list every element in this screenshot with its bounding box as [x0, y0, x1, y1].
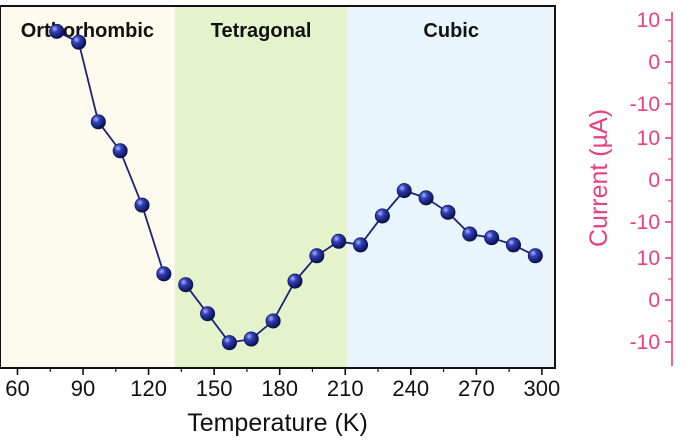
x-axis-title: Temperature (K)	[187, 409, 368, 437]
x-tick-label: 180	[261, 376, 298, 401]
phase-label-orthorhombic: Orthorhombic	[21, 20, 154, 42]
data-point	[396, 183, 412, 199]
data-point	[221, 335, 237, 351]
data-point	[265, 313, 281, 329]
data-point	[374, 208, 390, 224]
x-tick-label: 270	[458, 376, 495, 401]
data-point	[505, 237, 521, 253]
data-point	[112, 143, 128, 159]
x-tick-label: 210	[327, 376, 364, 401]
x-tick-label: 240	[392, 376, 429, 401]
x-tick-label: 300	[524, 376, 561, 401]
phase-band-orthorhombic	[0, 6, 175, 368]
data-point	[243, 331, 259, 347]
x-tick-label: 90	[71, 376, 95, 401]
x-tick-label: 150	[196, 376, 233, 401]
data-point	[71, 34, 87, 50]
phase-bands	[0, 6, 555, 368]
current-tick-label: 10	[637, 247, 660, 270]
plot-frame	[0, 5, 556, 369]
data-point	[49, 23, 65, 39]
series-layer	[49, 23, 543, 351]
data-point	[484, 230, 500, 246]
current-tick-label: 0	[648, 169, 660, 192]
phase-label-tetragonal: Tetragonal	[211, 20, 312, 42]
data-point	[200, 306, 216, 322]
right-current-axis: 10 0 -10 10 0 -10 10 0 -10	[630, 9, 673, 366]
data-point	[90, 114, 106, 130]
data-point	[178, 277, 194, 293]
current-tick-label: -10	[630, 93, 660, 116]
current-tick-label: 0	[648, 51, 660, 74]
data-point	[440, 204, 456, 220]
data-point	[527, 248, 543, 264]
current-tick-label: 10	[637, 127, 660, 150]
phase-band-cubic	[347, 6, 555, 368]
current-tick-label: -10	[630, 211, 660, 234]
current-tick-label: 0	[648, 289, 660, 312]
x-tick-label: 120	[130, 376, 167, 401]
data-point	[287, 273, 303, 289]
data-point	[134, 197, 150, 213]
current-tick-label: -10	[630, 331, 660, 354]
data-point	[418, 190, 434, 206]
data-point	[353, 237, 369, 253]
current-tick-label: 10	[637, 9, 660, 32]
data-point	[462, 226, 478, 242]
data-point	[309, 248, 325, 264]
x-tick-label: 60	[5, 376, 29, 401]
data-point	[156, 266, 172, 282]
data-point	[331, 233, 347, 249]
phase-label-cubic: Cubic	[423, 20, 479, 42]
current-axis-title: Current (µA)	[585, 109, 613, 247]
x-axis: 60 90 120 150 180 210 240 270 300	[5, 368, 560, 401]
